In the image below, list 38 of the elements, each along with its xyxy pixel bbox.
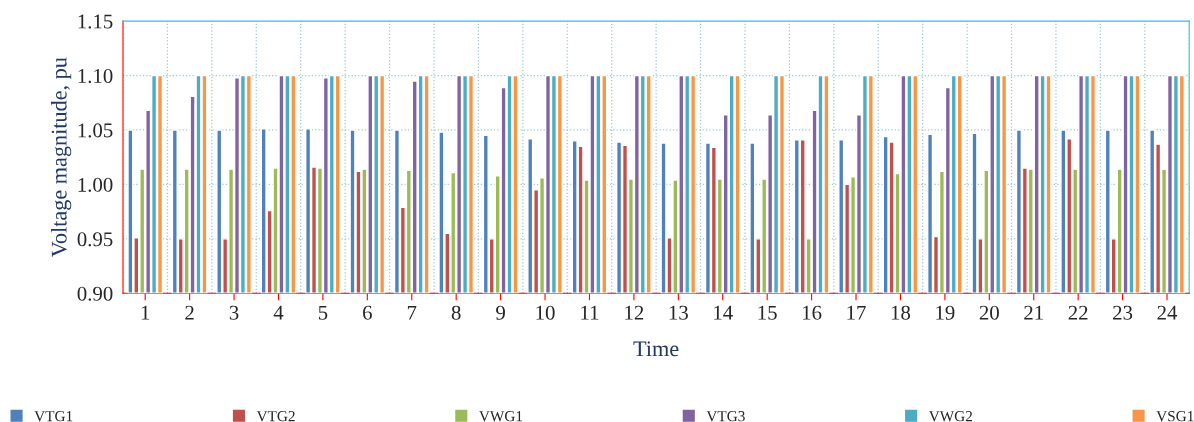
x-tick-label: 20 — [979, 305, 999, 320]
x-tick-label: 21 — [1024, 305, 1043, 320]
x-tick-label: 16 — [803, 305, 822, 320]
y-tick-label: 0.95 — [77, 232, 113, 247]
y-tick-label: 1.05 — [78, 123, 113, 138]
legend-label: VWG1 — [479, 411, 523, 422]
y-axis-title: Voltage magnitude, pu — [51, 57, 72, 258]
x-tick-label: 8 — [451, 305, 461, 320]
x-tick-label: 2 — [185, 305, 194, 320]
y-tick-label: 0.90 — [77, 286, 113, 301]
legend-label: VTG3 — [706, 411, 745, 422]
y-tick-label: 1.00 — [78, 177, 113, 192]
x-tick-label: 24 — [1157, 305, 1178, 320]
x-tick-label: 5 — [318, 305, 328, 320]
y-tick-label: 1.10 — [78, 68, 113, 84]
x-tick-label: 7 — [407, 305, 417, 320]
legend-label: VTG1 — [34, 411, 73, 422]
x-tick-label: 18 — [891, 305, 911, 320]
x-tick-label: 19 — [936, 305, 955, 320]
x-tick-label: 22 — [1068, 305, 1088, 320]
x-tick-label: 11 — [581, 305, 599, 320]
x-tick-label: 15 — [758, 305, 777, 320]
y-tick-label: 1.15 — [78, 14, 113, 29]
x-tick-label: 9 — [496, 305, 505, 320]
legend-label: VWG2 — [928, 411, 972, 422]
x-tick-label: 23 — [1113, 305, 1133, 320]
x-tick-label: 17 — [847, 305, 866, 320]
x-tick-label: 10 — [536, 305, 555, 320]
x-tick-label: 13 — [669, 305, 688, 320]
legend-label: VSG1 — [1156, 411, 1194, 422]
legend-label: VTG2 — [256, 411, 295, 422]
x-tick-label: 1 — [141, 305, 150, 320]
x-tick-label: 12 — [625, 305, 644, 320]
x-axis-title: Time — [633, 341, 679, 357]
x-tick-label: 14 — [714, 305, 733, 320]
x-tick-label: 6 — [363, 305, 372, 320]
x-tick-label: 4 — [273, 305, 284, 320]
x-tick-label: 3 — [229, 305, 239, 320]
